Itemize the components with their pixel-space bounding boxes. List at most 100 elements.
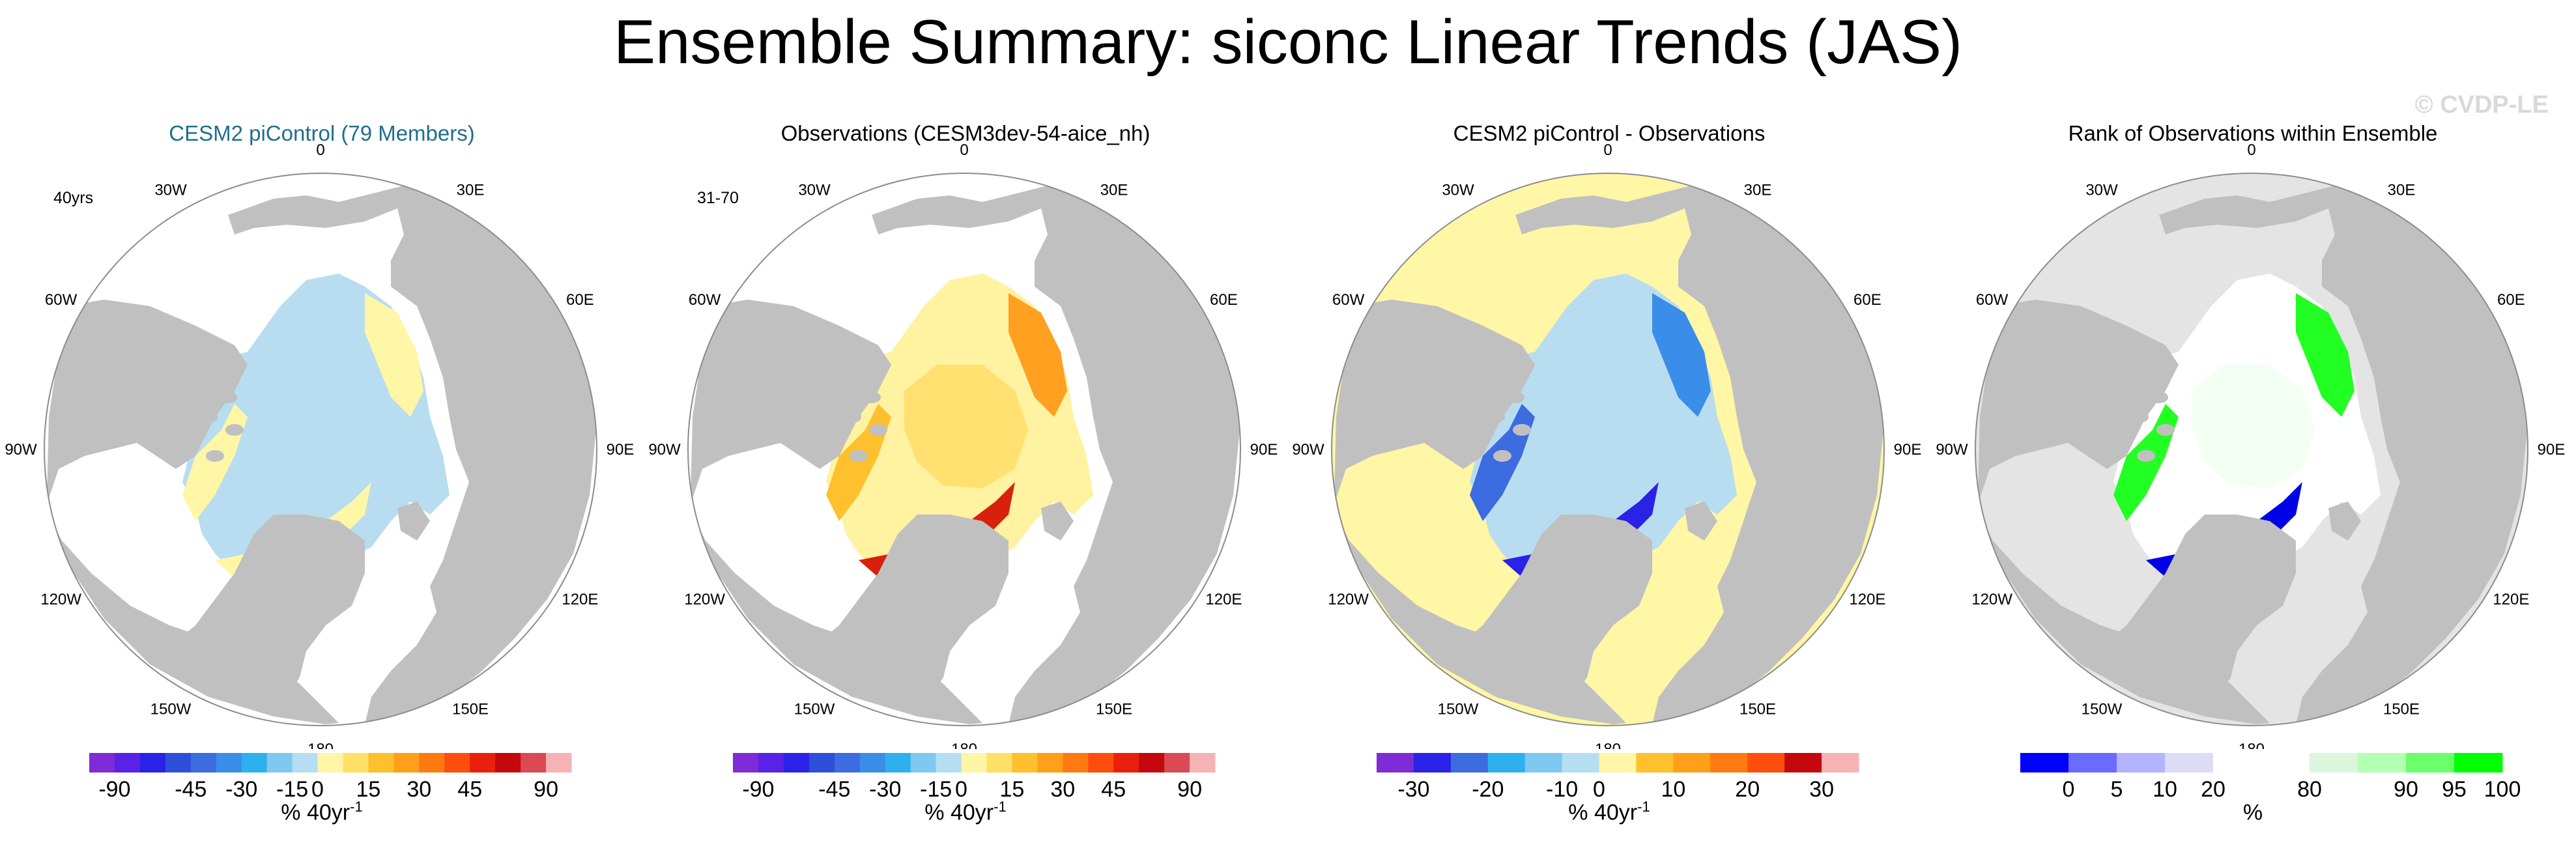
colorbar-swatch [2454,753,2503,772]
colorbar-swatch [317,753,343,772]
polar-map: 180 150W 150E 120W 120E 90W 90E 60W 60E 30W 30E 0 [5,141,634,749]
land-mask [872,182,1061,234]
longitude-label: 150E [452,700,489,718]
longitude-label: 90E [1894,441,1922,459]
longitude-label: 150W [1438,700,1479,718]
longitude-label: 0 [316,141,324,159]
colorbar-swatch [809,753,835,772]
longitude-label: 150E [1739,700,1776,718]
colorbar-tick-label: 20 [2201,777,2225,800]
longitude-label: 90E [2538,441,2566,459]
colorbar-swatch [2020,753,2069,772]
land-mask [1041,502,1074,541]
colorbar-swatch [2068,753,2117,772]
colorbar-tick-label: 15 [999,777,1024,800]
colorbar-swatch [758,753,784,772]
island [180,437,198,449]
colorbar-swatch [343,753,369,772]
colorbar-swatch [1822,753,1859,772]
colorbar-swatch [1012,753,1038,772]
island [147,385,165,397]
colorbar-tick-label: 30 [407,777,431,800]
colorbar-tick-label: 90 [2394,777,2418,800]
longitude-label: 60W [1976,291,2009,309]
colorbar-swatch [733,753,759,772]
longitude-label: 30E [1744,182,1772,199]
island [823,437,842,449]
island [199,411,218,423]
units-text: % 40yr [924,800,994,825]
colorbar-swatch [2165,753,2214,772]
colorbar-tick-label: 20 [1735,777,1760,800]
island [823,385,842,397]
colorbar-tick-label: -20 [1472,777,1504,800]
colorbar-swatch [2261,753,2310,772]
colorbar-swatch [165,753,192,772]
panel-title: Observations (CESM3dev-54-aice_nh) [780,121,1151,145]
island [2130,411,2149,423]
land-mask [1444,515,1652,697]
central-arctic-region [904,365,1028,489]
marginal-sea-region [1652,293,1711,417]
colorbar-swatch [1784,753,1822,772]
longitude-label: 90W [1292,441,1324,459]
island [869,424,887,436]
marginal-sea-region [2296,293,2354,417]
colorbar-swatch [1377,753,1414,772]
island [2156,424,2175,436]
colorbar-swatch [1190,753,1216,772]
longitude-label: 90W [5,441,37,459]
longitude-label: 150W [2082,700,2123,718]
longitude-label: 120W [684,591,725,608]
island [225,424,244,436]
units-exponent: -1 [1637,799,1650,815]
colorbar-tick-label: 5 [2111,777,2123,800]
land-mask [2159,182,2348,234]
panel-2: Observations (CESM3dev-54-aice_nh) 31-70… [644,0,1287,850]
island [1435,385,1453,397]
longitude-label: 90W [648,441,681,459]
island [180,385,198,397]
longitude-label: 120E [1205,591,1242,608]
longitude-label: 150E [2383,700,2420,718]
longitude-label: 120E [562,591,598,608]
longitude-label: 150E [1096,700,1132,718]
island [1480,365,1498,377]
colorbar-swatch [1113,753,1139,772]
longitude-label: 60E [1210,291,1238,309]
island [1441,424,1459,436]
island [837,365,855,377]
colorbar-swatch [2406,753,2455,772]
longitude-label: 90W [1936,441,1968,459]
colorbar-swatch [521,753,547,772]
island [2137,450,2155,462]
colorbar-swatch [936,753,962,772]
colorbar-swatch [2358,753,2407,772]
polar-map: 180 150W 150E 120W 120E 90W 90E 60W 60E 30W 30E 0 [1936,141,2566,749]
colorbar-swatch [1710,753,1748,772]
island [1461,346,1479,358]
colorbar-swatch [859,753,886,772]
colorbar: 0 5 10 20 80 90 95 100 [2020,753,2521,800]
colorbar-tick-label: -90 [98,777,130,800]
central-arctic-region [1548,365,1672,489]
central-arctic-region [261,365,384,489]
panel-title: CESM2 piControl (79 Members) [169,121,475,145]
land-mask [1333,300,1626,724]
colorbar-swatch [1673,753,1711,772]
watermark: © CVDP-LE [2414,91,2549,119]
island [791,385,809,397]
island [1513,424,1531,436]
island [2111,385,2129,397]
colorbar-swatch [961,753,987,772]
longitude-label: 60W [45,291,78,309]
land-mask [1652,182,1883,724]
longitude-label: 30E [1100,182,1128,199]
longitude-label: 120E [2493,591,2529,608]
island [2072,411,2090,423]
colorbar-tick-label: 90 [534,777,558,800]
longitude-label: 120W [1971,591,2012,608]
longitude-label: 150W [794,700,835,718]
colorbar-swatch [1524,753,1563,772]
longitude-label: 180 [308,741,334,749]
